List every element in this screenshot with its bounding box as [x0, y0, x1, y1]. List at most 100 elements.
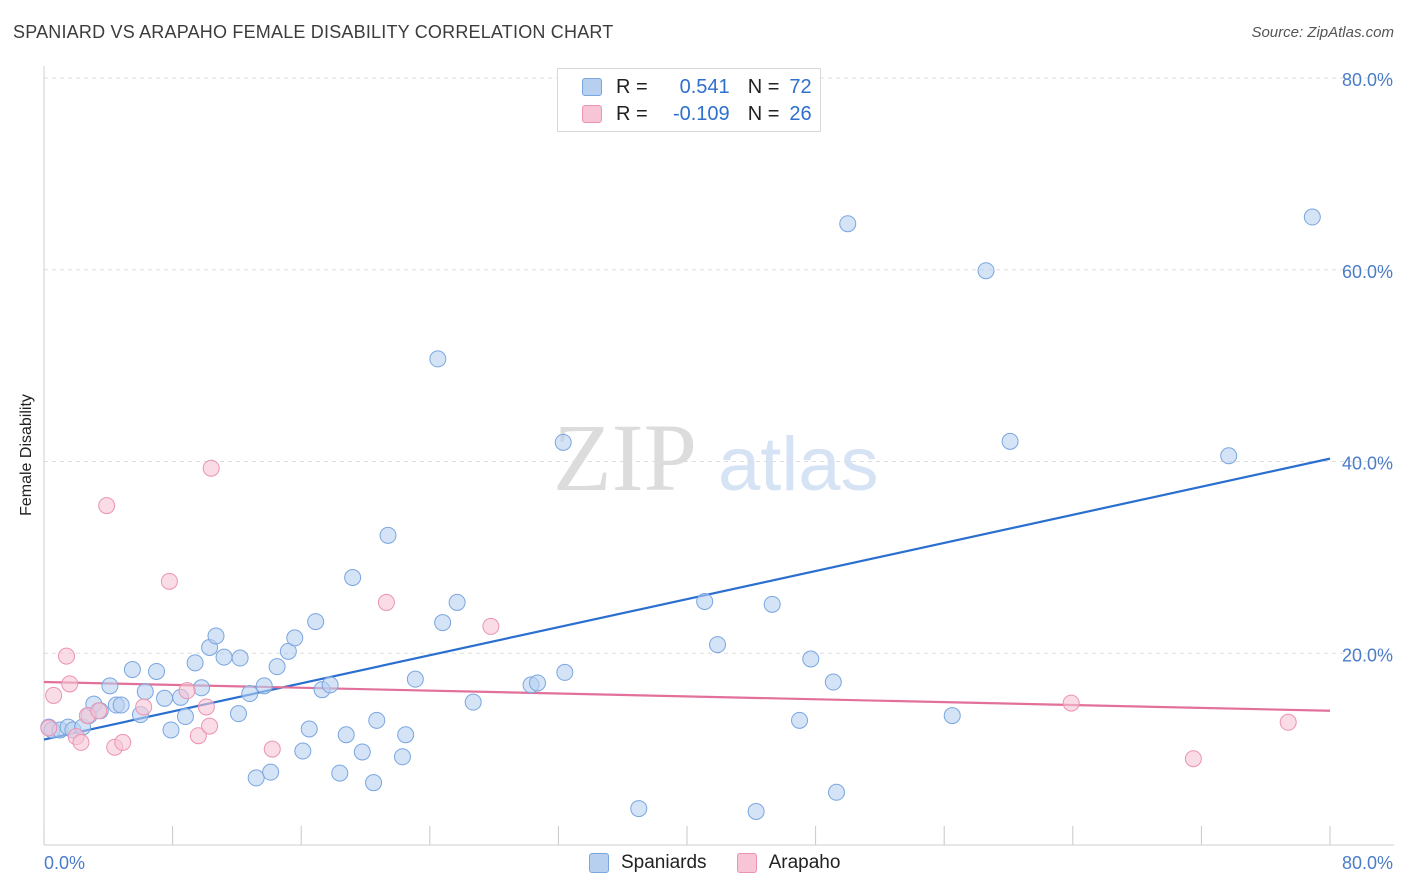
legend-swatch-arapaho — [582, 105, 602, 123]
spaniards-point — [162, 721, 180, 739]
spaniards-point — [791, 711, 809, 729]
spaniards-point — [241, 685, 259, 703]
spaniards-point — [802, 650, 820, 668]
bottom-legend-swatch-spaniards — [589, 853, 609, 873]
y-tick-label: 80.0% — [1342, 70, 1393, 90]
arapaho-point — [1279, 713, 1297, 731]
arapaho-point — [135, 698, 153, 716]
bottom-legend-spaniards: Spaniards — [589, 852, 707, 874]
bottom-legend: Spaniards Arapaho — [589, 852, 870, 874]
bottom-legend-arapaho: Arapaho — [736, 852, 841, 874]
legend-n-label: N = — [747, 102, 780, 125]
spaniards-point — [136, 683, 154, 701]
arapaho-point — [189, 727, 207, 745]
spaniards-point — [307, 613, 325, 631]
arapaho-point — [202, 459, 220, 477]
legend-n-value: 26 — [789, 102, 812, 125]
arapaho-point — [482, 617, 500, 635]
spaniards-point — [207, 627, 225, 645]
spaniards-point — [268, 658, 286, 676]
spaniards-point — [747, 802, 765, 820]
arapaho-point — [201, 717, 219, 735]
watermark-zip: ZIP — [553, 404, 697, 511]
spaniards-point — [230, 705, 248, 723]
spaniards-point — [1303, 208, 1321, 226]
legend-row-spaniards: R = 0.541 N = 72 — [582, 74, 812, 100]
spaniards-point — [255, 677, 273, 695]
arapaho-point — [58, 647, 76, 665]
spaniards-point — [215, 648, 233, 666]
spaniards-point — [556, 663, 574, 681]
legend-row-arapaho: R = -0.109 N = 26 — [582, 101, 812, 127]
arapaho-point — [114, 733, 132, 751]
arapaho-point — [40, 719, 58, 737]
y-tick-label: 60.0% — [1342, 262, 1393, 282]
spaniards-point — [464, 693, 482, 711]
spaniards-point — [827, 783, 845, 801]
legend-r-value: 0.541 — [679, 75, 730, 98]
spaniards-point — [696, 592, 714, 610]
arapaho-point — [178, 682, 196, 700]
x-tick-label: 0.0% — [44, 853, 85, 873]
spaniards-point — [763, 595, 781, 613]
spaniards-point — [101, 677, 119, 695]
legend-r-value: -0.109 — [672, 102, 730, 125]
spaniards-point — [824, 673, 842, 691]
spaniards-point — [123, 661, 141, 679]
spaniards-point — [630, 800, 648, 818]
arapaho-point — [98, 497, 116, 515]
y-tick-label: 20.0% — [1342, 645, 1393, 665]
spaniards-point — [1001, 432, 1019, 450]
spaniards-point — [300, 720, 318, 738]
spaniards-point — [379, 526, 397, 544]
arapaho-point — [377, 593, 395, 611]
arapaho-point — [90, 702, 108, 720]
legend-swatch-spaniards — [582, 78, 602, 96]
arapaho-point — [1062, 694, 1080, 712]
spaniards-point — [397, 726, 415, 744]
arapaho-point — [263, 740, 281, 758]
spaniards-point — [406, 670, 424, 688]
spaniards-point — [176, 708, 194, 726]
spaniards-point — [112, 696, 130, 714]
spaniards-point — [448, 593, 466, 611]
spaniards-point — [193, 679, 211, 697]
spaniards-point — [321, 676, 339, 694]
spaniards-point — [186, 654, 204, 672]
spaniards-point — [247, 769, 265, 787]
legend-r-label: R = — [616, 75, 648, 98]
spaniards-point — [148, 662, 166, 680]
spaniards-point — [344, 569, 362, 587]
spaniards-point — [365, 774, 383, 792]
spaniards-point — [286, 629, 304, 647]
legend-n-label: N = — [747, 75, 780, 98]
chart-title: SPANIARD VS ARAPAHO FEMALE DISABILITY CO… — [13, 22, 614, 42]
spaniards-point — [434, 614, 452, 632]
spaniards-point — [839, 215, 857, 233]
arapaho-point — [61, 675, 79, 693]
source-label: Source: ZipAtlas.com — [1251, 24, 1394, 41]
bottom-legend-label-arapaho: Arapaho — [768, 852, 841, 873]
spaniards-point — [156, 689, 174, 707]
legend-n-value: 72 — [789, 75, 812, 98]
spaniards-point — [368, 711, 386, 729]
spaniards-point — [429, 350, 447, 368]
x-tick-label: 80.0% — [1342, 853, 1393, 873]
spaniards-trend-line — [43, 457, 1331, 741]
bottom-legend-swatch-arapaho — [736, 853, 757, 873]
spaniards-point — [231, 649, 249, 667]
spaniards-point — [977, 262, 995, 280]
spaniards-point — [554, 433, 572, 451]
arapaho-point — [160, 572, 178, 590]
spaniards-point — [709, 636, 727, 654]
spaniards-point — [393, 748, 411, 766]
spaniards-point — [337, 726, 355, 744]
spaniards-point — [529, 674, 547, 692]
spaniards-point — [331, 764, 349, 782]
spaniards-point — [943, 707, 961, 725]
bottom-legend-label-spaniards: Spaniards — [621, 852, 707, 873]
watermark: ZIP atlas — [553, 404, 879, 511]
spaniards-point — [353, 743, 371, 761]
legend: R = 0.541 N = 72 R = -0.109 N = 26 — [557, 68, 821, 132]
